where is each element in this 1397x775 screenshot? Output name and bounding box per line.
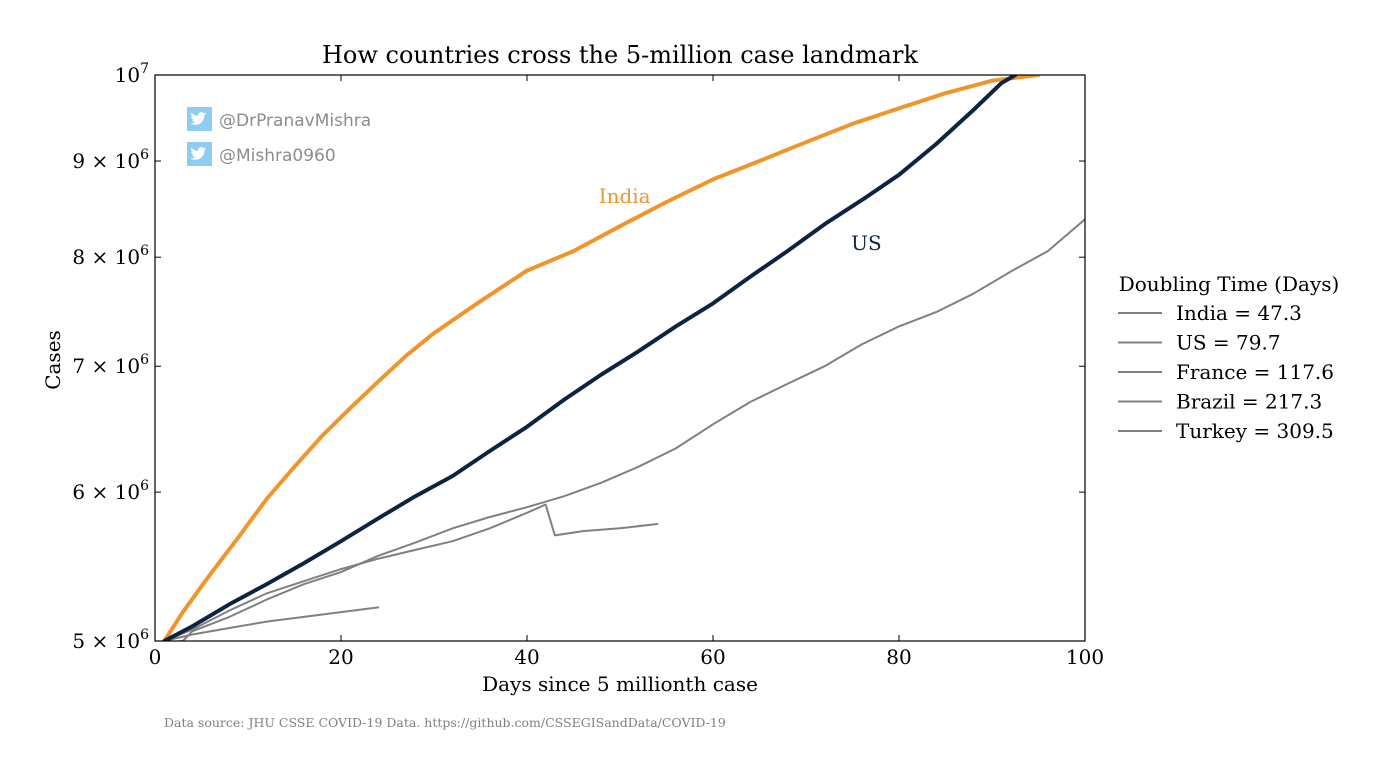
source-note: Data source: JHU CSSE COVID-19 Data. htt… xyxy=(164,715,726,730)
legend-entries: India = 47.3 US = 79.7 France = 117.6 Brazi… xyxy=(1118,301,1334,443)
handle-secondary[interactable]: @Mishra0960 xyxy=(219,146,336,166)
bird-glyph xyxy=(190,147,206,160)
y-axis-label: Cases xyxy=(41,330,65,390)
x-tick-label: 60 xyxy=(700,645,725,669)
series-line-brazil xyxy=(171,218,1085,641)
handle-primary[interactable]: @DrPranavMishra xyxy=(219,111,371,131)
series-line-france xyxy=(163,503,659,641)
plot-frame xyxy=(154,74,1086,642)
twitter-bird-icon[interactable] xyxy=(187,142,212,166)
y-tick-label: 7 × 106 xyxy=(72,352,149,378)
y-tick-label: 8 × 106 xyxy=(72,243,149,269)
x-tick-label: 100 xyxy=(1066,645,1104,669)
legend-entry-label: Turkey = 309.5 xyxy=(1176,419,1334,443)
x-tick-label: 0 xyxy=(149,645,162,669)
twitter-bird-icon[interactable] xyxy=(187,107,212,131)
legend-title: Doubling Time (Days) xyxy=(1119,272,1340,296)
y-tick-label: 9 × 106 xyxy=(72,147,149,173)
annotation-us: US xyxy=(851,231,882,255)
y-tick-label: 107 xyxy=(115,61,149,87)
legend-entry-label: Brazil = 217.3 xyxy=(1176,390,1322,414)
x-tick-label: 40 xyxy=(514,645,539,669)
series-layer xyxy=(162,75,1085,641)
series-line-india xyxy=(162,75,1041,641)
y-tick-label: 6 × 106 xyxy=(72,478,149,504)
legend: Doubling Time (Days) India = 47.3 US = 79… xyxy=(1118,272,1339,443)
series-line-turkey xyxy=(163,606,380,641)
y-tick-label: 5 × 106 xyxy=(72,627,149,653)
series-line-us xyxy=(162,75,1018,641)
legend-entry-label: US = 79.7 xyxy=(1176,331,1281,355)
x-tick-label: 20 xyxy=(328,645,353,669)
chart-title: How countries cross the 5-million case l… xyxy=(322,41,918,69)
annotation-india: India xyxy=(599,184,651,208)
legend-entry-label: India = 47.3 xyxy=(1176,301,1302,325)
watermark: @DrPranavMishra @Mishra0960 xyxy=(187,107,371,166)
legend-entry-label: France = 117.6 xyxy=(1176,360,1334,384)
x-axis-label: Days since 5 millionth case xyxy=(482,672,758,696)
x-tick-label: 80 xyxy=(886,645,911,669)
bird-glyph xyxy=(190,112,206,125)
axis-ticks: 0 20 40 60 80 100 5 × 106 6 × 106 7 × 106 8 × 106… xyxy=(72,61,1104,669)
